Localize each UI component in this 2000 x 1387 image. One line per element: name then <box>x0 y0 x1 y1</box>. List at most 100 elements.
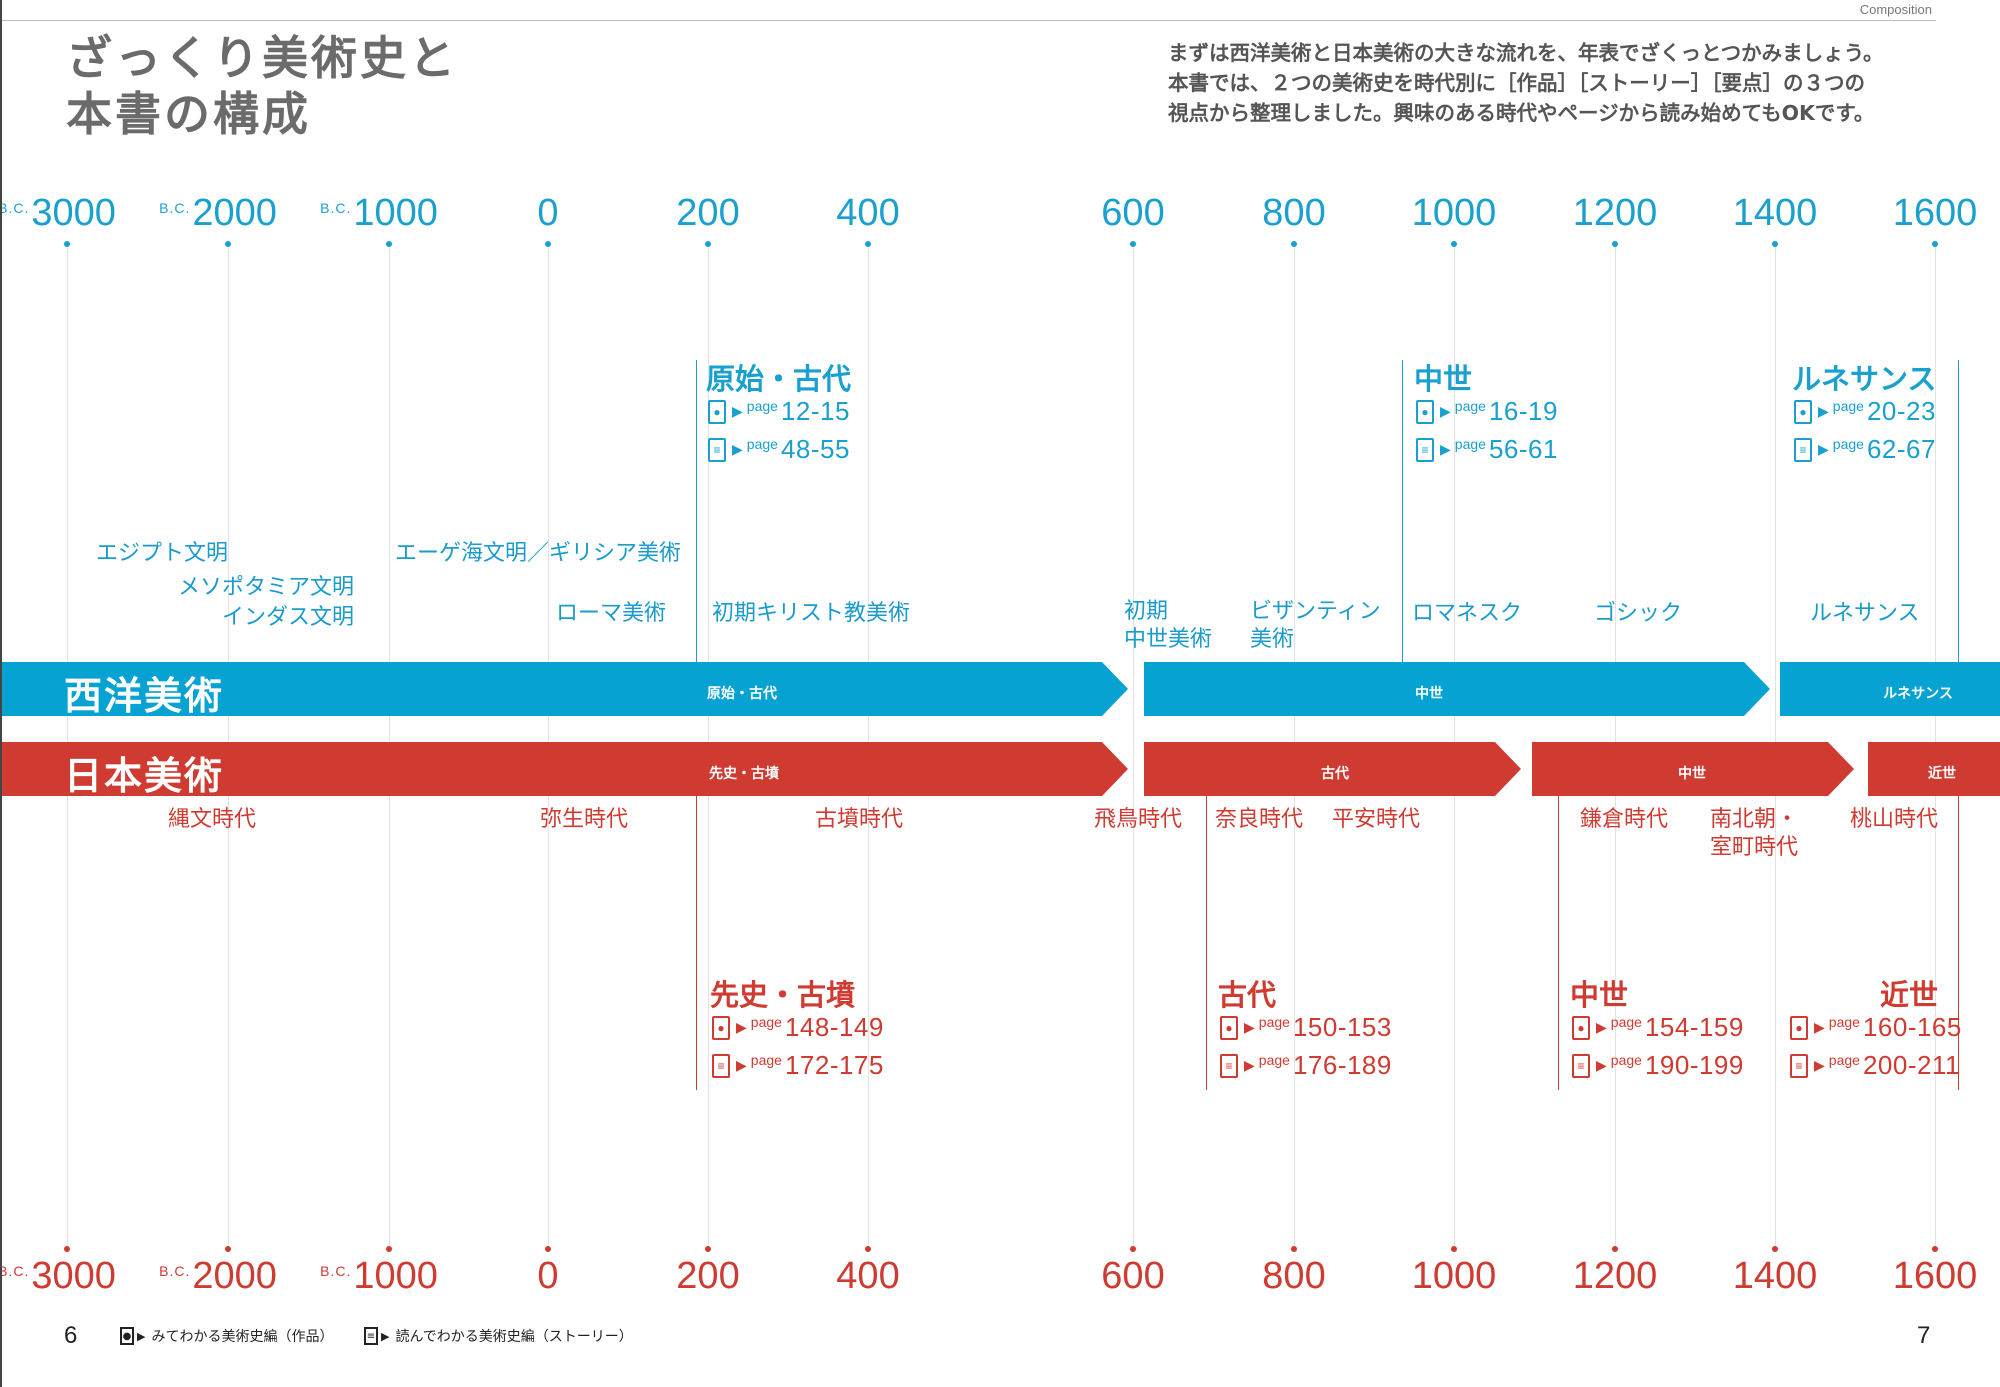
page-range: 200-211 <box>1862 1050 1960 1080</box>
year-value: 1200 <box>1572 192 1658 234</box>
japan-page-ref-story[interactable]: ≡ ▶ page 190-199 <box>1572 1050 1744 1081</box>
page-range: 160-165 <box>1862 1012 1962 1042</box>
book-icon: ≡ <box>1572 1053 1590 1078</box>
legend-arrow-icon: ▶ <box>137 1329 146 1343</box>
arrow-right-icon: ▶ <box>1440 403 1451 419</box>
arrow-right-icon: ▶ <box>736 1019 747 1035</box>
page-word: page <box>1258 1051 1290 1068</box>
year-dot-bottom <box>705 1246 711 1252</box>
west-page-ref-works[interactable]: ● ▶ page 20-23 <box>1794 396 1936 427</box>
year-value: 2000 <box>192 192 277 234</box>
book-icon: ≡ <box>708 437 726 462</box>
arrow-right-icon: ▶ <box>1818 403 1829 419</box>
year-dot-top <box>225 241 231 247</box>
year-label-top: B.C.3000 <box>2 192 116 235</box>
japan-band-label: 日本美術 <box>64 754 225 798</box>
page-range: 150-153 <box>1292 1012 1392 1042</box>
year-value: 200 <box>676 192 740 234</box>
japan-period-label: 飛鳥時代 <box>1094 807 1183 832</box>
year-dot-bottom <box>1932 1246 1938 1252</box>
japan-period-label: 弥生時代 <box>540 807 629 832</box>
year-value: 800 <box>1262 1255 1326 1297</box>
page-word: page <box>1454 397 1486 414</box>
japan-page-ref-story[interactable]: ≡ ▶ page 172-175 <box>712 1050 884 1081</box>
west-period-label: ビザンティン 美術 <box>1250 599 1381 652</box>
band-segment <box>1144 662 1770 716</box>
year-value: 1000 <box>353 192 438 234</box>
year-value: 1400 <box>1732 1255 1818 1297</box>
japan-segment-label: 近世 <box>1928 766 1956 782</box>
page-word: page <box>750 1013 782 1030</box>
arrow-right-icon: ▶ <box>1596 1019 1607 1035</box>
arrow-right-icon: ▶ <box>1814 1057 1825 1073</box>
page-range: 12-15 <box>780 396 850 426</box>
japan-period-label: 奈良時代 <box>1215 807 1304 832</box>
page-range: 62-67 <box>1866 434 1936 464</box>
japan-era-heading: 古代 <box>1218 978 1277 1012</box>
japan-page-ref-works[interactable]: ● ▶ page 160-165 <box>1790 1012 1962 1043</box>
japan-page-ref-works[interactable]: ● ▶ page 154-159 <box>1572 1012 1744 1043</box>
year-dot-top <box>705 241 711 247</box>
legend-works-label: みてわかる美術史編（作品） <box>151 1329 334 1345</box>
japan-page-ref-works[interactable]: ● ▶ page 148-149 <box>712 1012 884 1043</box>
era-marker-line <box>696 796 697 1090</box>
west-page-ref-story[interactable]: ≡ ▶ page 48-55 <box>708 434 850 465</box>
year-label-bottom: B.C.2000 <box>159 1255 277 1298</box>
artwork-icon: ● <box>1790 1015 1808 1040</box>
artwork-icon: ● <box>708 399 726 424</box>
japan-page-ref-story[interactable]: ≡ ▶ page 176-189 <box>1220 1050 1392 1081</box>
page-word: page <box>1258 1013 1290 1030</box>
arrow-right-icon: ▶ <box>1596 1057 1607 1073</box>
year-dot-bottom <box>545 1246 551 1252</box>
year-dot-top <box>64 241 70 247</box>
page-word: page <box>750 1051 782 1068</box>
page-range: 48-55 <box>780 434 850 464</box>
year-label-top: B.C.2000 <box>159 192 277 235</box>
era-marker-line <box>696 360 697 662</box>
west-page-ref-works[interactable]: ● ▶ page 16-19 <box>1416 396 1558 427</box>
year-value: 0 <box>537 1255 559 1297</box>
book-icon: ≡ <box>712 1053 730 1078</box>
page-range: 20-23 <box>1866 396 1936 426</box>
west-segment-label: ルネサンス <box>1883 686 1953 702</box>
west-period-label: ローマ美術 <box>556 601 667 626</box>
legend-arrow-icon: ▶ <box>381 1329 390 1343</box>
top-rule <box>2 20 1936 21</box>
west-period-label: 初期 中世美術 <box>1124 599 1213 652</box>
page-word: page <box>1828 1013 1860 1030</box>
page-range: 190-199 <box>1644 1050 1744 1080</box>
bc-prefix: B.C. <box>159 1263 191 1279</box>
band-segment <box>1780 662 2000 716</box>
japan-page-ref-works[interactable]: ● ▶ page 150-153 <box>1220 1012 1392 1043</box>
japan-era-heading: 近世 <box>1879 978 1938 1012</box>
page-range: 16-19 <box>1488 396 1558 426</box>
japan-period-label: 平安時代 <box>1332 807 1421 832</box>
year-dot-top <box>1291 241 1297 247</box>
west-period-label: エジプト文明 <box>95 541 228 566</box>
year-dot-bottom <box>1772 1246 1778 1252</box>
year-dot-top <box>1130 241 1136 247</box>
japan-page-ref-story[interactable]: ≡ ▶ page 200-211 <box>1790 1050 1960 1081</box>
year-label-bottom: 1400 <box>1733 1255 1818 1298</box>
year-value: 1600 <box>1892 1255 1978 1297</box>
year-value: 400 <box>836 1255 900 1297</box>
year-value: 2000 <box>192 1255 277 1297</box>
arrow-right-icon: ▶ <box>1244 1057 1255 1073</box>
japan-era-heading: 中世 <box>1570 978 1629 1012</box>
band-segment <box>2 662 1128 716</box>
west-page-ref-works[interactable]: ● ▶ page 12-15 <box>708 396 850 427</box>
japan-period-label: 縄文時代 <box>168 807 257 832</box>
year-value: 0 <box>537 192 559 234</box>
west-page-ref-story[interactable]: ≡ ▶ page 56-61 <box>1416 434 1558 465</box>
page-word: page <box>746 397 778 414</box>
year-value: 200 <box>676 1255 740 1297</box>
band-segment <box>2 742 1128 796</box>
year-label-top: 400 <box>836 192 899 235</box>
west-period-label: エーゲ海文明／ギリシア美術 <box>395 541 682 566</box>
page-range: 148-149 <box>784 1012 884 1042</box>
west-page-ref-story[interactable]: ≡ ▶ page 62-67 <box>1794 434 1936 465</box>
year-dot-bottom <box>386 1246 392 1252</box>
era-marker-line <box>1958 796 1959 1090</box>
year-dot-bottom <box>225 1246 231 1252</box>
